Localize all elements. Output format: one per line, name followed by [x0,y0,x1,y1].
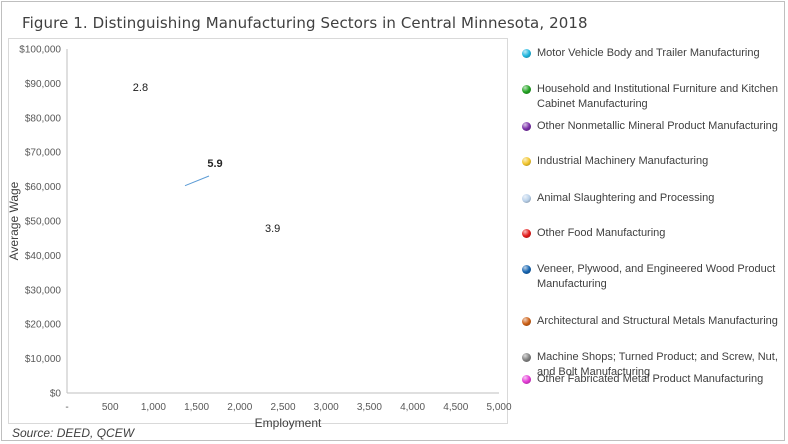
legend-label: Veneer, Plywood, and Engineered Wood Pro… [537,263,776,290]
source-note: Source: DEED, QCEW [12,426,135,440]
legend-marker [522,194,531,203]
legend-entry: Architectural and Structural Metals Manu… [522,314,784,329]
legend-entry: Motor Vehicle Body and Trailer Manufactu… [522,46,784,61]
legend-marker [522,229,531,238]
legend-entry: Animal Slaughtering and Processing [522,191,784,206]
legend-entry: Other Food Manufacturing [522,226,784,241]
chart-title: Figure 1. Distinguishing Manufacturing S… [22,14,588,32]
legend-marker [522,317,531,326]
plot-area-border [8,38,508,424]
legend-label: Architectural and Structural Metals Manu… [537,315,778,327]
legend-marker [522,85,531,94]
legend-label: Motor Vehicle Body and Trailer Manufactu… [537,47,760,59]
legend-marker [522,157,531,166]
legend-entry: Industrial Machinery Manufacturing [522,154,784,169]
legend-entry: Household and Institutional Furniture an… [522,82,784,112]
legend-label: Household and Institutional Furniture an… [537,83,778,110]
legend-entry: Machine Shops; Turned Product; and Screw… [522,350,784,380]
legend-label: Other Food Manufacturing [537,227,666,239]
legend-entry: Other Fabricated Metal Product Manufactu… [522,372,784,387]
legend-marker [522,122,531,131]
legend-marker [522,49,531,58]
legend-label: Other Fabricated Metal Product Manufactu… [537,373,764,385]
legend-label: Industrial Machinery Manufacturing [537,155,709,167]
legend-marker [522,353,531,362]
legend-marker [522,375,531,384]
legend-entry: Other Nonmetallic Mineral Product Manufa… [522,119,784,134]
legend-label: Animal Slaughtering and Processing [537,192,715,204]
legend-entry: Veneer, Plywood, and Engineered Wood Pro… [522,262,784,292]
legend-marker [522,265,531,274]
legend-label: Machine Shops; Turned Product; and Screw… [537,351,778,378]
legend-label: Other Nonmetallic Mineral Product Manufa… [537,120,778,132]
